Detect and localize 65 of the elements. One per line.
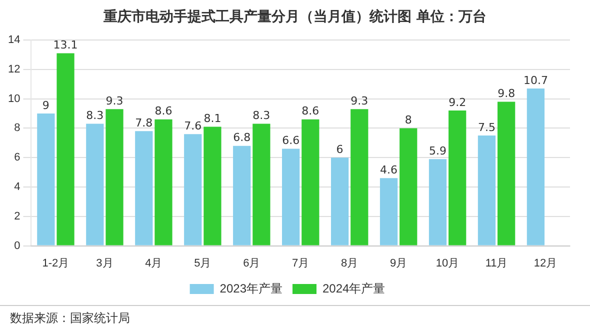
y-tick-label: 12	[8, 63, 20, 76]
y-tick-label: 10	[8, 92, 20, 105]
data-label: 5.9	[429, 144, 447, 158]
legend-label: 2024年产量	[322, 281, 386, 296]
data-label: 9.3	[350, 94, 368, 108]
data-label: 8.3	[252, 109, 270, 122]
data-label: 10.7	[523, 74, 548, 87]
bar	[204, 126, 222, 246]
data-label: 9.2	[448, 96, 466, 109]
data-label: 8.1	[204, 112, 222, 126]
y-tick-label: 8	[14, 122, 20, 134]
x-tick-label: 7月	[292, 257, 310, 270]
x-tick-label: 4月	[145, 257, 162, 270]
bar	[135, 131, 153, 246]
x-tick-label: 3月	[96, 257, 114, 270]
bar	[428, 159, 447, 246]
bar	[380, 178, 398, 246]
bar	[350, 109, 368, 246]
x-tick-label: 9月	[390, 257, 408, 270]
bar	[252, 124, 270, 246]
source-note: 数据来源：国家统计局	[0, 305, 590, 330]
bar	[233, 146, 251, 246]
bar	[526, 88, 545, 246]
y-tick-label: 14	[8, 34, 20, 46]
data-label: 4.6	[380, 164, 398, 177]
bar	[330, 158, 349, 246]
data-label: 6.8	[233, 131, 251, 144]
bar	[184, 134, 202, 246]
data-label: 9.3	[106, 94, 124, 108]
chart-title: 重庆市电动手提式工具产量分月（当月值）统计图 单位：万台	[102, 8, 488, 27]
x-tick-label: 12月	[534, 257, 558, 270]
y-tick-label: 4	[14, 181, 20, 194]
data-label: 9	[42, 98, 50, 112]
data-label: 7.6	[184, 119, 202, 132]
bar	[106, 109, 124, 246]
legend-label: 2023年产量	[220, 281, 283, 296]
bar	[37, 114, 55, 246]
bar	[86, 124, 104, 246]
bar	[400, 128, 418, 246]
bar	[154, 119, 172, 246]
bar	[302, 119, 320, 246]
y-tick-label: 0	[14, 240, 20, 252]
data-label: 13.1	[53, 38, 78, 52]
x-tick-label: 10月	[436, 257, 460, 270]
bar	[498, 102, 516, 246]
bar	[478, 136, 496, 246]
data-label: 7.8	[135, 116, 153, 130]
data-label: 9.8	[498, 87, 516, 100]
y-tick-label: 6	[14, 152, 20, 164]
x-tick-label: 6月	[243, 257, 260, 270]
data-label: 6	[336, 142, 344, 156]
data-label: 7.5	[478, 120, 496, 134]
data-label: 8.6	[302, 104, 320, 118]
data-label: 8	[404, 114, 412, 127]
data-label: 6.6	[282, 134, 300, 148]
x-tick-label: 1-2月	[42, 257, 70, 270]
y-tick-label: 2	[14, 210, 20, 222]
bar	[56, 53, 74, 246]
x-tick-label: 5月	[194, 257, 212, 270]
bar	[448, 110, 466, 246]
x-tick-label: 8月	[341, 257, 358, 270]
data-label: 8.3	[86, 109, 104, 122]
bar	[282, 148, 300, 246]
x-tick-label: 11月	[485, 257, 508, 270]
data-label: 8.6	[154, 104, 172, 118]
